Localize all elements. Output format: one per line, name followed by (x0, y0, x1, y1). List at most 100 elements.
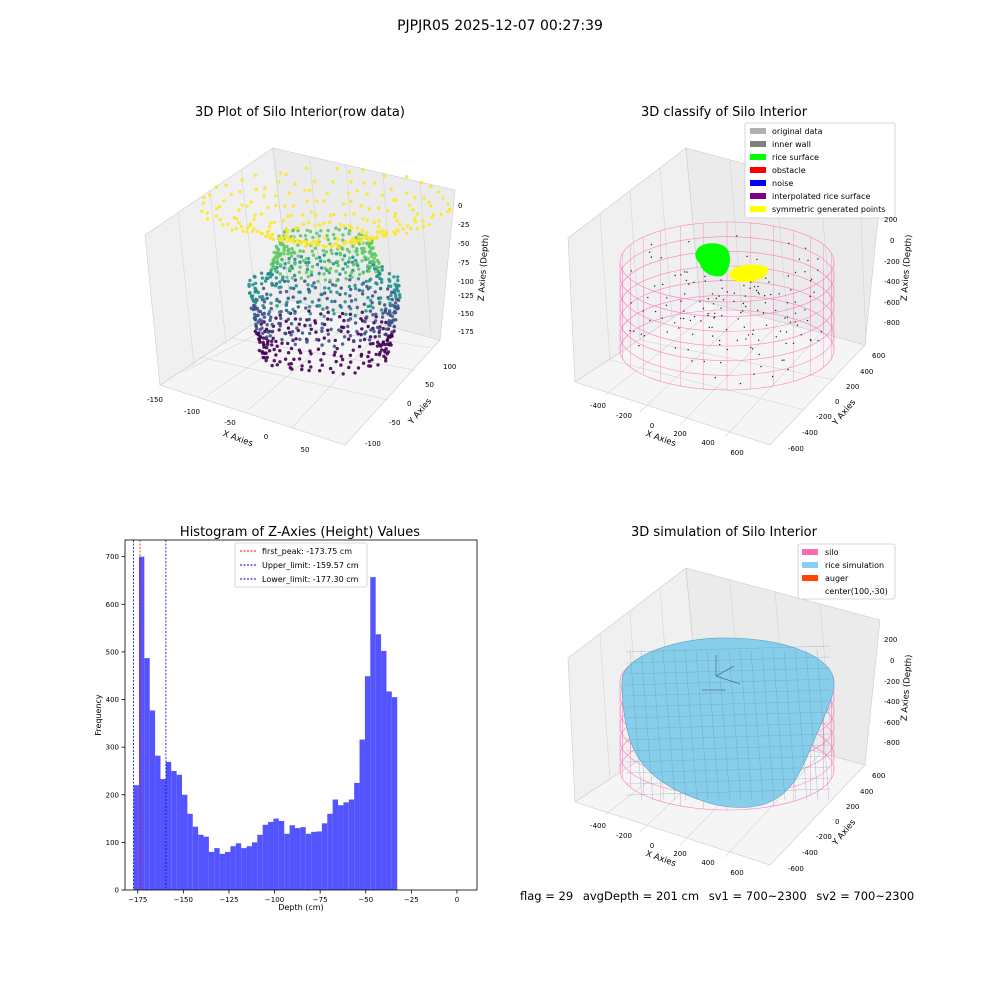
legend-swatch (750, 141, 766, 147)
sim-x-tick: 0 (650, 842, 654, 850)
histogram-bar (235, 843, 242, 890)
raw-plot-y-ticks: 100 50 0 -50 -100 (365, 363, 456, 448)
histogram-bar (354, 782, 360, 890)
classify-3d-plot: 3D classify of Silo Interior original da… (567, 105, 914, 457)
legend-swatch (802, 549, 818, 555)
histogram-bar (268, 821, 274, 890)
raw-plot-z-ticks: 0 -25 -50 -75 -100 -125 -150 -175 (458, 202, 474, 336)
histogram-bar (370, 577, 376, 890)
legend-label: original data (772, 127, 823, 136)
classify-y-ticks: 600 400 200 0 -200 -400 -600 (788, 352, 885, 453)
histogram-bar (198, 834, 204, 890)
histogram-bar (391, 697, 398, 890)
histogram-bar (246, 846, 252, 890)
histogram-bar (343, 802, 349, 890)
legend-label: noise (772, 179, 793, 188)
raw-y-tick: -50 (389, 419, 400, 427)
classify-y-tick: -400 (802, 429, 818, 437)
sim-legend: silo rice simulation auger center(100,-3… (797, 543, 896, 600)
histogram-x-tick: −75 (313, 896, 328, 904)
histogram-title: Histogram of Z-Axies (Height) Values (180, 525, 420, 540)
classify-rice-surface-cluster (695, 243, 730, 277)
histogram-bar (257, 834, 263, 890)
legend-swatch (750, 180, 766, 186)
histogram-bar (294, 828, 301, 890)
histogram-bar (311, 831, 317, 890)
histogram-bar (375, 634, 382, 890)
raw-z-tick: -175 (458, 328, 474, 336)
classify-y-tick: -600 (788, 445, 804, 453)
histogram-ylabel: Frequency (94, 694, 103, 736)
classify-x-tick: -200 (616, 412, 632, 420)
raw-x-tick: 50 (301, 446, 310, 454)
histogram-bar (332, 799, 339, 890)
legend-label: Upper_limit: -159.57 cm (262, 561, 359, 570)
histogram-bar (214, 848, 220, 890)
sim-y-tick: -200 (816, 833, 832, 841)
histogram-bar (381, 650, 387, 890)
histogram-bar (359, 739, 365, 890)
histogram-y-tick: 200 (106, 791, 119, 799)
page-title: PJPJR05 2025-12-07 00:27:39 (397, 18, 603, 34)
histogram-bar (316, 831, 322, 890)
histogram-bar (133, 785, 139, 890)
histogram-y-tick: 100 (106, 839, 119, 847)
histogram-bar (138, 556, 145, 890)
classify-z-tick: -200 (884, 258, 900, 266)
histogram-bar (327, 813, 333, 890)
legend-label: first_peak: -173.75 cm (262, 547, 352, 556)
histogram-bar (386, 691, 392, 890)
sim-y-ticks: 600 400 200 0 -200 -400 -600 (788, 772, 885, 873)
raw-z-tick: -50 (458, 240, 469, 248)
histogram-chart: Histogram of Z-Axies (Height) Values −17… (94, 525, 478, 912)
raw-plot-title: 3D Plot of Silo Interior(row data) (195, 105, 405, 120)
flag-value: flag = 29 (520, 889, 574, 903)
histogram-bar (176, 774, 182, 890)
legend-label: rice simulation (825, 561, 884, 570)
sim-x-ticks: -400 -200 0 200 400 600 (590, 822, 744, 877)
histogram-x-tick: −175 (128, 896, 147, 904)
histogram-bar (165, 761, 172, 890)
histogram-bar (149, 710, 156, 890)
legend-swatch (750, 128, 766, 134)
raw-y-tick: -100 (365, 440, 381, 448)
raw-plot-x-ticks: -150 -100 -50 0 50 (147, 396, 309, 454)
classify-y-tick: 400 (860, 368, 873, 376)
classify-y-tick: 600 (872, 352, 885, 360)
classify-y-tick: 200 (846, 383, 859, 391)
classify-z-tick: -600 (884, 299, 900, 307)
sim-z-ticks: 200 0 -200 -400 -600 -800 (884, 636, 900, 747)
sim-y-tick: -600 (788, 865, 804, 873)
histogram-x-tick: −100 (265, 896, 284, 904)
histogram-y-tick: 300 (106, 744, 119, 752)
avg-depth-value: avgDepth = 201 cm (582, 889, 700, 903)
raw-z-tick: -125 (458, 292, 474, 300)
classify-cylinder (619, 221, 835, 391)
histogram-bar (192, 826, 199, 890)
histogram-y-ticks: 0 100 200 300 400 500 600 700 (106, 553, 125, 895)
histogram-bar (181, 794, 188, 890)
legend-swatch (750, 154, 766, 160)
histogram-y-tick: 400 (106, 696, 119, 704)
raw-z-tick: -150 (458, 310, 474, 318)
legend-label: center(100,-30) (825, 587, 888, 596)
raw-y-tick: 50 (425, 381, 434, 389)
classify-z-tick: -800 (884, 319, 900, 327)
histogram-x-ticks: −175 −150 −125 −100 −75 −50 −25 0 (128, 890, 459, 904)
raw-x-tick: 0 (264, 433, 268, 441)
classify-plot-title: 3D classify of Silo Interior (641, 105, 808, 120)
sim-z-tick: -800 (884, 739, 900, 747)
histogram-bar (203, 836, 209, 890)
sim-plot-title: 3D simulation of Silo Interior (631, 525, 818, 540)
classify-z-tick: 200 (884, 216, 897, 224)
sim-x-tick: -400 (590, 822, 606, 830)
sim-y-tick: 0 (835, 818, 839, 826)
histogram-bar (278, 820, 285, 890)
sim-x-tick: 400 (701, 859, 714, 867)
legend-label: rice surface (772, 153, 819, 162)
histogram-bar (155, 755, 161, 890)
histogram-bar (321, 823, 328, 890)
sv1-value: sv1 = 700~2300 (708, 889, 807, 903)
classify-legend: original data inner wall rice surface ob… (744, 122, 896, 219)
classify-x-tick: -400 (590, 402, 606, 410)
